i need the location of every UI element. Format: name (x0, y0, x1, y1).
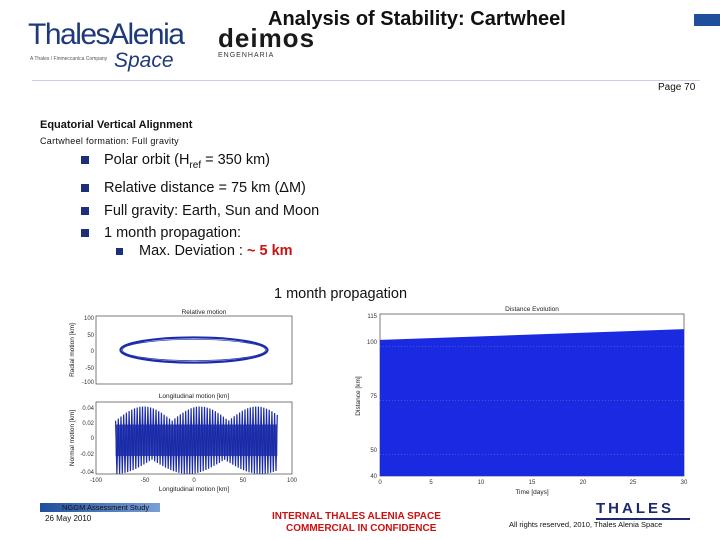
y-tick-label: 50 (87, 333, 94, 339)
y-tick-label: -50 (85, 366, 94, 372)
logo-tagline: A Thales / Finmeccanica Company (30, 56, 108, 62)
y-tick-label: 75 (370, 394, 377, 400)
x-tick-label: 10 (478, 480, 485, 486)
y-tick-labels: 0.04 0.02 0 -0.02 -0.04 (80, 406, 94, 476)
slide-title: Analysis of Stability: Cartwheel (268, 8, 566, 30)
thales-alenia-space-logo: ThalesAlenia A Thales / Finmeccanica Com… (28, 20, 188, 72)
max-deviation-value: ~ 5 km (247, 243, 293, 259)
distance-area (380, 329, 684, 476)
logo-space-text: Space (114, 49, 174, 72)
confidentiality-line-1: INTERNAL THALES ALENIA SPACE (272, 511, 441, 522)
x-tick-label: 0 (192, 478, 196, 484)
section-subtitle: Cartwheel formation: Full gravity (40, 136, 179, 146)
y-tick-label: -100 (82, 380, 95, 386)
sub-bullet-label: Max. Deviation : (139, 243, 247, 259)
page-number: Page 70 (658, 82, 696, 93)
y-tick-label: 0 (91, 436, 95, 442)
bullet-square-icon (116, 248, 123, 255)
normal-motion-band (115, 424, 278, 456)
x-tick-label: 5 (429, 480, 433, 486)
x-tick-label: -100 (90, 478, 103, 484)
bullet-item: Full gravity: Earth, Sun and Moon (79, 200, 319, 223)
y-tick-label: 0.04 (82, 406, 94, 412)
footer-study: NGGM Assessment Study (62, 503, 150, 512)
x-tick-label: 0 (378, 480, 382, 486)
bullet-text: 1 month propagation: (104, 225, 242, 242)
relative-motion-chart: Relative motion 100 50 0 -50 -100 Radial… (69, 309, 293, 400)
thales-logo-underline (596, 518, 690, 520)
x-tick-label: 20 (580, 480, 587, 486)
y-tick-label: 0.02 (82, 421, 94, 427)
y-tick-labels: 115 100 75 50 40 (367, 314, 378, 480)
y-tick-label: 50 (370, 448, 377, 454)
chart-title: Relative motion (182, 309, 227, 316)
bullet-item: Polar orbit (Href = 350 km) (79, 149, 319, 177)
y-tick-label: 100 (84, 316, 95, 322)
x-axis-label: Longitudinal motion [km] (159, 486, 230, 493)
footer-bar (40, 503, 160, 512)
y-tick-label: -0.04 (80, 470, 94, 476)
x-tick-label: 30 (681, 480, 688, 486)
normal-motion-scatter (115, 406, 278, 475)
bullet-square-icon (81, 184, 89, 193)
x-tick-label: 100 (287, 478, 298, 484)
y-tick-label: -0.02 (80, 452, 94, 458)
bullet-square-icon (81, 229, 89, 238)
normal-motion-trace (115, 406, 278, 475)
plot-title: 1 month propagation (274, 286, 408, 302)
confidentiality-line-2: COMMERCIAL IN CONFIDENCE (286, 523, 437, 534)
x-tick-label: 50 (240, 478, 247, 484)
y-axis-label: Distance [km] (355, 376, 362, 416)
chart-title: Distance Evolution (505, 306, 559, 313)
section-title: Equatorial Vertical Alignment (40, 119, 193, 131)
y-axis-label: Radial motion [km] (69, 323, 76, 377)
x-tick-label: 15 (529, 480, 536, 486)
logo-text: ThalesAlenia (28, 18, 185, 51)
normal-motion-chart: 0.04 0.02 0 -0.02 -0.04 -100 -50 0 50 10… (69, 401, 298, 493)
sub-bullet-item: Max. Deviation : ~ 5 km (114, 240, 293, 263)
bullet-text: Relative distance = 75 km (ΔM) (104, 180, 306, 197)
bullet-list: Polar orbit (Href = 350 km) Relative dis… (79, 149, 319, 245)
y-tick-label: 115 (367, 314, 377, 320)
y-tick-labels: 100 50 0 -50 -100 (82, 316, 95, 386)
relative-motion-orbit-inner (122, 339, 266, 361)
distance-evolution-chart: Distance Evolution 115 100 75 50 40 0 5 … (355, 306, 688, 496)
deimos-logo: deimos ENGENHARIA (218, 23, 316, 66)
deimos-logo-sub: ENGENHARIA (218, 52, 275, 59)
bullet-square-icon (81, 206, 89, 215)
bullet-text: Polar orbit (H (104, 152, 190, 168)
y-axis-label: Normal motion [km] (69, 410, 76, 467)
x-tick-labels: 0 5 10 15 20 25 30 (378, 480, 688, 486)
header-divider (32, 80, 700, 81)
plot-area (95, 315, 293, 385)
copyright-text: All rights reserved, 2010, Thales Alenia… (509, 520, 663, 529)
x-tick-label: -50 (141, 478, 150, 484)
x-tick-label: 25 (630, 480, 637, 486)
bullet-item: Relative distance = 75 km (ΔM) (79, 177, 319, 200)
thales-logo: THALES (596, 500, 674, 517)
bullet-square-icon (81, 156, 89, 164)
footer-date: 26 May 2010 (45, 514, 92, 523)
x-axis-label: Time [days] (515, 489, 549, 496)
y-tick-label: 0 (91, 349, 95, 355)
sub-bullet-list: Max. Deviation : ~ 5 km (114, 240, 293, 263)
relative-motion-orbit (119, 336, 269, 364)
bullet-item: 1 month propagation: (79, 222, 319, 245)
bullet-text: = 350 km) (201, 152, 270, 168)
x-axis-label: Longitudinal motion [km] (159, 393, 230, 400)
bullet-text: Full gravity: Earth, Sun and Moon (104, 202, 320, 219)
corner-decoration (694, 14, 720, 26)
deimos-logo-text: deimos (218, 23, 316, 53)
bullet-subscript: ref (189, 159, 202, 171)
x-tick-labels: -100 -50 0 50 100 (90, 478, 298, 484)
y-tick-label: 40 (370, 474, 377, 480)
y-tick-label: 100 (367, 340, 378, 346)
